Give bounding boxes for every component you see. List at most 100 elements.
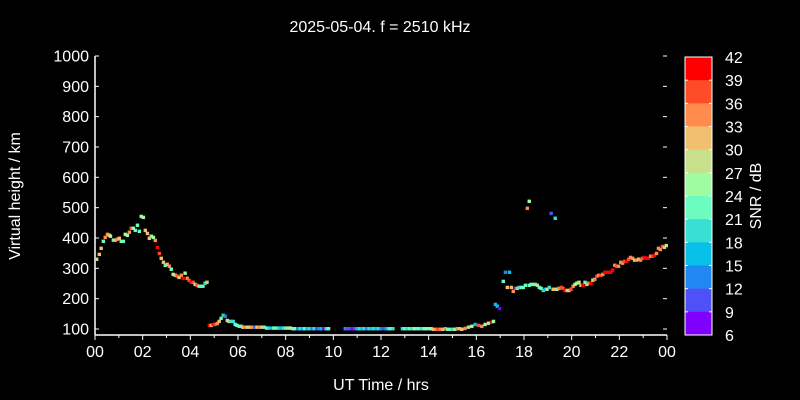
data-point — [417, 326, 421, 331]
colorbar: 42 39 36 33 30 27 24 21 18 15 12 9 6 — [684, 50, 743, 345]
data-point — [391, 326, 395, 331]
data-point — [105, 232, 110, 237]
data-point — [319, 326, 324, 331]
x-tick-label: 00 — [86, 344, 104, 361]
data-point — [567, 288, 571, 293]
data-point — [543, 287, 547, 291]
data-point — [183, 271, 187, 275]
y-tick-label: 300 — [62, 261, 89, 278]
data-point — [149, 234, 153, 238]
data-point — [137, 229, 142, 234]
data-point — [463, 326, 467, 331]
x-tick-label: 12 — [372, 344, 390, 361]
colorbar-tick-label: 12 — [725, 282, 743, 299]
data-point — [589, 281, 593, 285]
x-tick-label: 00 — [658, 344, 676, 361]
data-point — [181, 276, 185, 281]
data-point — [583, 280, 587, 284]
data-point — [537, 285, 541, 290]
data-point — [523, 283, 528, 288]
data-point — [579, 283, 583, 288]
data-point — [662, 245, 667, 250]
data-point — [317, 326, 321, 331]
data-point — [163, 263, 168, 267]
data-point — [233, 322, 237, 327]
data-point — [551, 287, 555, 291]
data-point — [193, 282, 197, 287]
data-point — [298, 326, 302, 331]
data-point — [355, 326, 359, 331]
colorbar-tick-label: 6 — [725, 328, 734, 345]
data-point — [403, 326, 407, 331]
data-point — [426, 326, 431, 331]
colorbar-tick-label: 36 — [725, 96, 743, 113]
data-point — [245, 325, 250, 329]
colorbar-band — [685, 311, 712, 336]
data-point — [613, 263, 617, 267]
data-point — [619, 260, 623, 264]
data-point — [415, 326, 419, 331]
colorbar-tick-label: 18 — [725, 235, 743, 252]
data-point — [131, 226, 136, 230]
data-point — [310, 326, 314, 331]
data-point — [291, 326, 295, 331]
data-point — [257, 325, 262, 329]
data-point — [603, 270, 607, 274]
data-point — [595, 274, 599, 278]
data-point — [620, 261, 625, 265]
data-point — [113, 238, 117, 242]
data-point — [634, 258, 639, 262]
data-point — [147, 236, 152, 241]
data-point — [157, 251, 162, 256]
colorbar-band — [685, 172, 712, 197]
data-point — [656, 246, 661, 251]
data-point — [219, 316, 223, 321]
data-point — [553, 287, 557, 291]
x-tick-label: 20 — [563, 344, 581, 361]
data-point — [360, 326, 364, 331]
x-tick-label: 02 — [134, 344, 152, 361]
data-point — [250, 325, 254, 329]
x-tick-label: 04 — [181, 344, 199, 361]
colorbar-band — [685, 103, 712, 127]
y-tick-label: 400 — [62, 231, 89, 248]
data-point — [460, 327, 464, 332]
data-point — [177, 275, 181, 280]
data-point — [217, 319, 221, 324]
data-point — [283, 326, 288, 330]
y-tick-label: 700 — [62, 140, 89, 157]
data-point — [123, 232, 127, 237]
data-point — [513, 286, 518, 291]
data-point — [175, 274, 179, 278]
data-point — [491, 319, 496, 324]
data-point — [455, 326, 459, 331]
data-point — [243, 325, 247, 329]
data-point — [369, 326, 374, 331]
data-point — [569, 287, 573, 291]
data-point — [535, 283, 540, 288]
x-tick-label: 08 — [277, 344, 295, 361]
data-point — [412, 326, 417, 331]
data-point — [133, 228, 137, 233]
colorbar-tick-label: 33 — [725, 120, 743, 137]
chart-title: 2025-05-04. f = 2510 kHz — [289, 19, 470, 36]
data-point — [521, 285, 525, 290]
colorbar-tick-label: 27 — [725, 166, 743, 183]
colorbar-band — [685, 196, 712, 220]
data-points — [94, 199, 668, 332]
data-point — [293, 326, 297, 331]
data-point — [636, 257, 641, 261]
colorbar-band — [685, 57, 712, 81]
data-point — [555, 287, 559, 291]
data-point — [127, 230, 132, 234]
data-point — [211, 322, 215, 327]
data-point — [189, 280, 193, 284]
data-point — [565, 288, 569, 293]
data-point — [312, 326, 316, 331]
x-tick-label: 22 — [610, 344, 628, 361]
data-point — [372, 326, 376, 331]
data-point — [173, 273, 178, 278]
data-point — [664, 243, 668, 248]
data-point — [405, 326, 409, 331]
data-point — [101, 239, 106, 244]
